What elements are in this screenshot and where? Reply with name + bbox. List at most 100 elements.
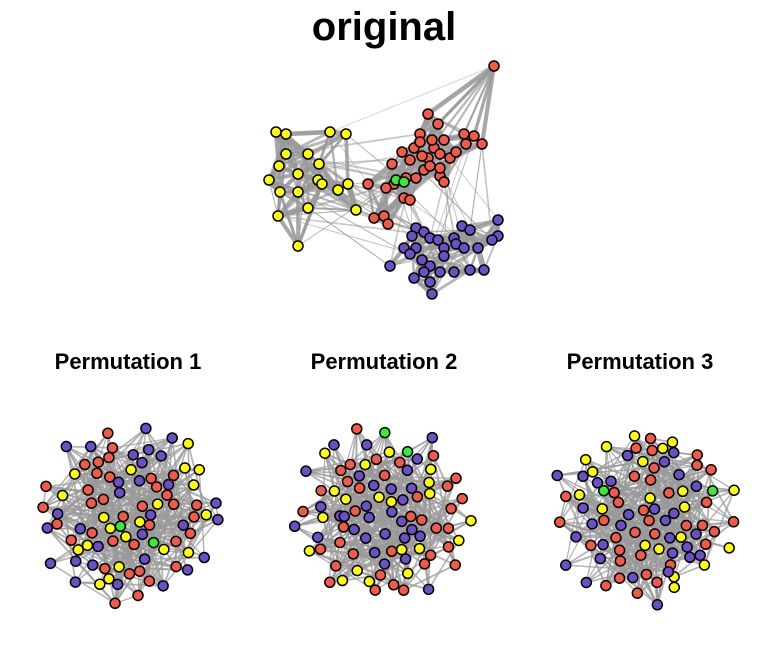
network-edge <box>356 428 386 477</box>
network-node-red <box>37 501 49 514</box>
network-node-blue <box>648 503 661 515</box>
network-node-green <box>598 484 610 497</box>
network-node-blue <box>597 538 609 551</box>
network-edge <box>556 474 674 554</box>
network-node-red <box>488 60 500 72</box>
network-node-blue <box>658 456 671 468</box>
network-node-red <box>418 558 431 570</box>
network-node-blue <box>133 475 146 487</box>
network-node-blue <box>288 520 301 533</box>
network-node-red <box>396 146 408 158</box>
network-node-red <box>691 459 703 471</box>
network-node-yellow <box>328 485 341 497</box>
network-node-red <box>334 536 346 549</box>
network-node-red <box>297 505 309 518</box>
network-node-yellow <box>668 581 680 594</box>
network-edge <box>99 540 114 585</box>
network-edge <box>382 166 442 218</box>
network-edge <box>345 133 405 183</box>
network-edge <box>77 486 158 551</box>
network-node-blue <box>404 248 416 260</box>
network-edge <box>423 143 467 273</box>
network-node-yellow <box>340 128 352 140</box>
network-node-blue <box>396 515 408 528</box>
network-node-red <box>404 154 416 166</box>
network-edge <box>430 268 472 296</box>
network-edge <box>358 487 403 551</box>
network-node-blue <box>673 468 685 481</box>
network-node-blue <box>74 522 87 535</box>
permutation-1-network <box>37 422 224 610</box>
network-node-yellow <box>678 501 691 513</box>
network-edge <box>358 474 431 484</box>
network-node-yellow <box>385 495 398 508</box>
network-node-blue <box>434 266 446 278</box>
network-node-red <box>102 427 114 439</box>
network-node-blue <box>580 576 593 589</box>
network-node-red <box>382 218 394 230</box>
network-edge <box>356 547 421 572</box>
network-node-blue <box>363 511 375 524</box>
network-edge <box>479 63 497 147</box>
network-node-red <box>362 178 374 190</box>
network-node-yellow <box>302 148 314 160</box>
network-node-blue <box>181 564 194 576</box>
network-node-yellow <box>465 514 477 527</box>
network-node-red <box>424 160 436 172</box>
network-node-red <box>691 449 704 461</box>
main-title: original <box>311 5 457 49</box>
network-node-red <box>612 496 625 509</box>
network-edge <box>277 215 471 271</box>
network-edge <box>278 157 429 167</box>
network-node-red <box>456 492 468 505</box>
network-edge <box>403 197 479 249</box>
network-node-red <box>397 584 410 596</box>
network-node-red <box>386 158 398 170</box>
network-node-blue <box>348 523 360 536</box>
network-node-blue <box>426 288 438 300</box>
network-node-red <box>123 568 136 580</box>
network-node-yellow <box>303 545 316 557</box>
network-node-blue <box>426 431 439 444</box>
network-node-blue <box>414 530 426 543</box>
network-node-red <box>99 562 111 575</box>
network-node-blue <box>111 578 124 591</box>
network-node-blue <box>418 266 430 278</box>
network-edge <box>463 65 495 135</box>
network-edge <box>284 132 348 156</box>
network-node-yellow <box>280 148 292 160</box>
network-node-blue <box>384 260 396 272</box>
network-node-red <box>422 108 434 120</box>
network-node-yellow <box>158 543 170 556</box>
network-edge <box>401 151 493 241</box>
network-node-blue <box>399 553 412 565</box>
network-node-red <box>51 518 63 530</box>
network-node-red <box>705 464 717 476</box>
network-edge <box>443 157 451 249</box>
network-node-red <box>404 194 416 206</box>
network-node-green <box>147 536 160 549</box>
network-edge <box>42 445 92 509</box>
network-edge <box>565 494 581 566</box>
network-edge <box>436 64 496 126</box>
network-edge <box>56 472 98 515</box>
network-node-red <box>426 134 438 146</box>
network-node-blue <box>422 583 435 596</box>
network-node-blue <box>85 440 97 453</box>
network-node-red <box>727 516 740 528</box>
network-node-red <box>378 469 391 482</box>
network-node-red <box>643 514 655 527</box>
network-node-red <box>560 490 572 503</box>
network-node-green <box>114 520 127 533</box>
network-node-blue <box>681 541 693 553</box>
network-node-blue <box>112 476 125 489</box>
network-node-red <box>324 576 336 589</box>
network-node-red <box>190 499 203 511</box>
network-node-red <box>628 470 641 482</box>
network-edge <box>308 450 409 552</box>
network-node-red <box>610 531 622 544</box>
network-node-red <box>442 541 455 553</box>
network-edge <box>591 454 699 525</box>
network-node-red <box>644 474 657 486</box>
network-node-red <box>374 569 387 581</box>
